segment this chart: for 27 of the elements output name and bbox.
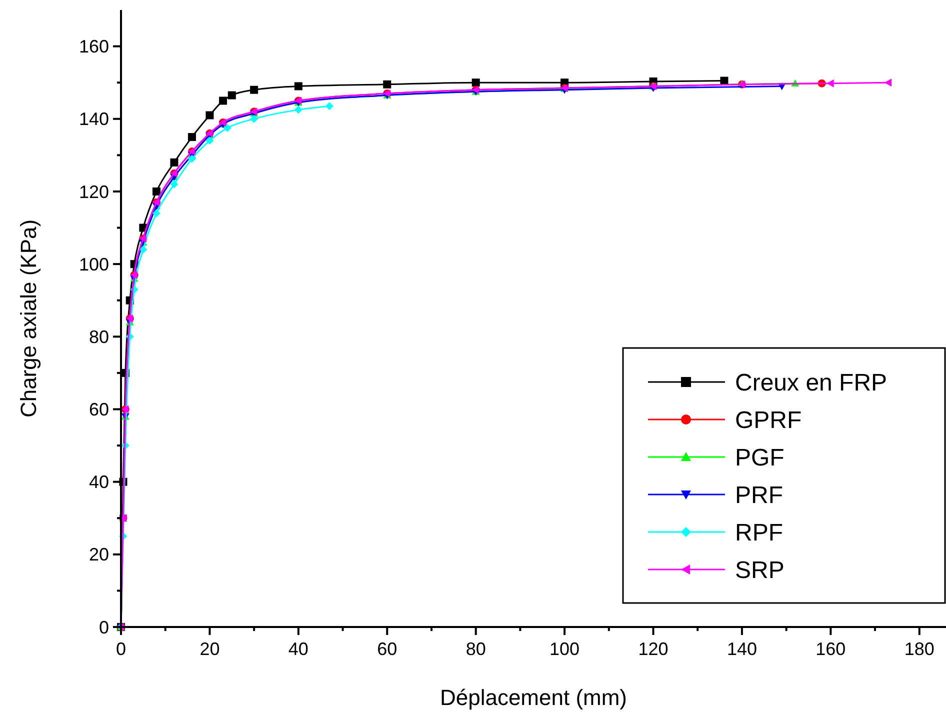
- x-tick-label: 60: [377, 639, 398, 659]
- legend-label: PRF: [735, 482, 783, 509]
- y-tick-label: 120: [78, 182, 109, 202]
- x-tick-label: 20: [200, 639, 220, 659]
- legend-label: PGF: [735, 444, 784, 472]
- legend-label: Creux en FRP: [735, 369, 888, 396]
- x-axis-title: Déplacement (mm): [440, 685, 628, 710]
- y-tick-label: 0: [98, 617, 109, 638]
- x-tick-label: 80: [466, 639, 486, 659]
- legend-label: GPRF: [735, 406, 802, 434]
- x-tick-label: 160: [816, 639, 846, 659]
- y-tick-label: 40: [88, 472, 109, 492]
- y-tick-label: 80: [88, 326, 109, 347]
- y-tick-label: 100: [78, 254, 109, 274]
- legend-label: SRP: [735, 556, 784, 584]
- x-tick-label: 40: [288, 639, 308, 659]
- y-tick-label: 160: [78, 36, 109, 57]
- x-tick-label: 140: [726, 639, 757, 659]
- legend-label: RPF: [735, 519, 783, 546]
- x-tick-label: 180: [904, 639, 934, 659]
- x-tick-label: 100: [550, 639, 580, 659]
- y-tick-label: 20: [88, 544, 109, 565]
- y-tick-label: 60: [88, 400, 109, 420]
- x-tick-label: 120: [638, 639, 668, 659]
- y-axis-title: Charge axiale (KPa): [16, 219, 41, 418]
- y-tick-label: 140: [78, 109, 109, 130]
- x-tick-label: 0: [116, 639, 126, 659]
